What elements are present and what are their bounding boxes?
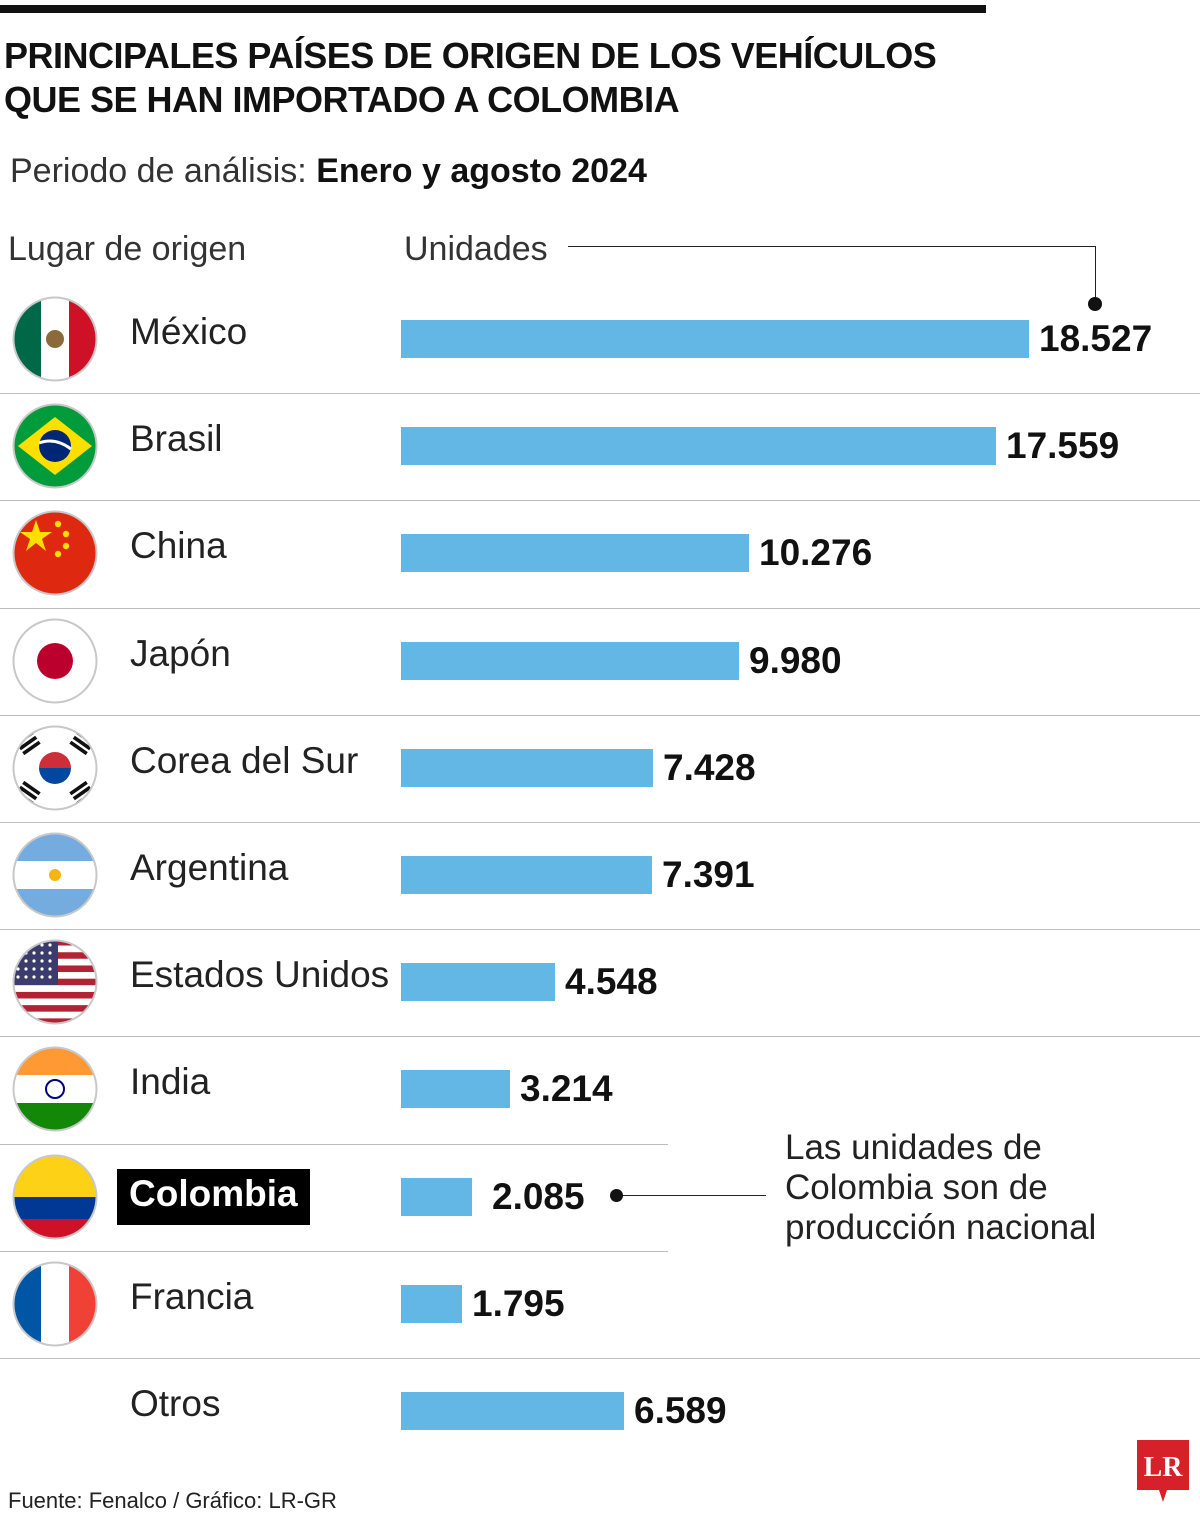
- bar-value-label: 4.548: [565, 961, 658, 1003]
- bar: [401, 1070, 510, 1109]
- bar: [401, 1177, 472, 1216]
- chart-title: PRINCIPALES PAÍSES DE ORIGEN DE LOS VEHÍ…: [4, 35, 937, 120]
- row-separator: [0, 1144, 668, 1145]
- bar: [401, 1284, 462, 1323]
- bar: [401, 963, 555, 1002]
- units-column-header: Unidades: [404, 230, 548, 268]
- bar: [401, 427, 996, 466]
- row-separator: [0, 500, 1200, 501]
- lr-logo: LR: [1137, 1440, 1189, 1502]
- flag-china-icon: [12, 510, 98, 596]
- country-label: Japón: [130, 632, 231, 674]
- svg-text:LR: LR: [1144, 1452, 1184, 1483]
- row-separator: [0, 929, 1200, 930]
- country-label: Brasil: [130, 418, 223, 460]
- bar-value-label: 6.589: [634, 1390, 727, 1431]
- top-rule: [0, 5, 986, 13]
- row-separator: [0, 1358, 1200, 1359]
- period-value: Enero y agosto 2024: [316, 152, 647, 190]
- country-label: India: [130, 1061, 211, 1103]
- row-separator: [0, 608, 1200, 609]
- bar-value-label: 7.428: [663, 746, 756, 788]
- flag-india-icon: [12, 1046, 98, 1132]
- country-label: México: [130, 311, 248, 352]
- row-separator: [0, 715, 1200, 716]
- flag-colombia-icon: [12, 1154, 98, 1240]
- units-leader-dot: [1088, 297, 1102, 311]
- bar-value-label: 17.559: [1006, 425, 1120, 467]
- bar-value-label: 3.214: [520, 1068, 613, 1110]
- bar: [401, 641, 739, 680]
- units-leader-line: [568, 246, 1096, 247]
- flag-south-korea-icon: [12, 725, 98, 811]
- row-separator: [0, 1251, 668, 1252]
- colombia-note: Las unidades de Colombia son de producci…: [785, 1128, 1097, 1247]
- period-label: Periodo de análisis:: [10, 152, 307, 190]
- bar-value-label: 9.980: [749, 639, 842, 681]
- flag-argentina-icon: [12, 832, 98, 918]
- country-label: Francia: [130, 1275, 254, 1317]
- country-label: Colombia: [117, 1168, 310, 1225]
- source-credit: Fuente: Fenalco / Gráfico: LR-GR: [8, 1488, 337, 1513]
- country-label: China: [130, 525, 227, 567]
- bar: [401, 1392, 624, 1430]
- bar-value-label: 7.391: [662, 854, 755, 895]
- note-leader-dot: [610, 1189, 623, 1202]
- country-label: Corea del Sur: [130, 739, 359, 781]
- bar-value-label: 18.527: [1039, 318, 1153, 359]
- flag-brazil-icon: [12, 403, 98, 489]
- flag-usa-icon: [12, 939, 98, 1025]
- country-label: Argentina: [130, 847, 289, 888]
- bar-value-label: 2.085: [492, 1175, 585, 1217]
- country-column-header: Lugar de origen: [8, 230, 247, 268]
- bar: [401, 748, 653, 787]
- flag-mexico-icon: [12, 296, 98, 382]
- row-separator: [0, 822, 1200, 823]
- country-label: Otros: [130, 1383, 221, 1424]
- note-leader-line: [616, 1195, 766, 1196]
- bar: [401, 534, 749, 573]
- flag-france-icon: [12, 1261, 98, 1347]
- country-label: Estados Unidos: [130, 954, 390, 996]
- flag-japan-icon: [12, 618, 98, 704]
- analysis-period: Periodo de análisis: Enero y agosto 2024: [10, 152, 647, 191]
- units-leader-drop: [1095, 246, 1096, 304]
- row-separator: [0, 1036, 1200, 1037]
- bar: [401, 320, 1029, 358]
- bar-value-label: 10.276: [759, 532, 873, 574]
- bar-value-label: 1.795: [472, 1282, 565, 1324]
- row-separator: [0, 393, 1200, 394]
- bar: [401, 856, 652, 894]
